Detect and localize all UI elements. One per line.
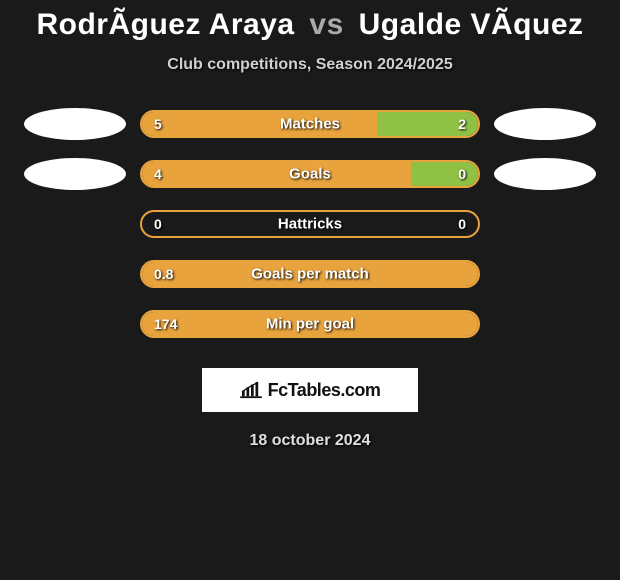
stat-value-left: 174 [154, 316, 177, 332]
stat-bar: Goals per match 0.8 [140, 260, 480, 288]
avatar-spacer [494, 208, 596, 240]
player1-avatar [24, 158, 126, 190]
bar-segment-right [411, 162, 478, 186]
avatar-spacer [494, 258, 596, 290]
vs-text: vs [309, 8, 343, 41]
bar-segment-left [142, 112, 377, 136]
stat-label: Goals [289, 166, 331, 183]
stat-value-right: 2 [458, 116, 466, 132]
stat-row: Min per goal 174 [10, 308, 610, 340]
stat-value-left: 5 [154, 116, 162, 132]
stat-value-right: 0 [458, 216, 466, 232]
player2-name: Ugalde VÃ­quez [359, 8, 584, 41]
stat-value-left: 0.8 [154, 266, 173, 282]
logo-box: FcTables.com [202, 368, 418, 412]
bar-segment-left [142, 162, 411, 186]
stat-value-left: 0 [154, 216, 162, 232]
avatar-spacer [24, 258, 126, 290]
player2-avatar [494, 158, 596, 190]
stat-row: Goals per match 0.8 [10, 258, 610, 290]
stat-bar: Goals 4 0 [140, 160, 480, 188]
stat-bar: Hattricks 0 0 [140, 210, 480, 238]
stat-rows: Matches 5 2 Goals 4 0 Hattricks 0 0 Goals per mat… [0, 108, 620, 340]
player2-avatar [494, 108, 596, 140]
subtitle: Club competitions, Season 2024/2025 [0, 56, 620, 74]
chart-icon [240, 381, 262, 399]
player1-name: RodrÃ­guez Araya [36, 8, 294, 41]
stat-row: Matches 5 2 [10, 108, 610, 140]
date-text: 18 october 2024 [0, 432, 620, 450]
stat-row: Hattricks 0 0 [10, 208, 610, 240]
logo-text: FcTables.com [268, 380, 381, 401]
stat-bar: Min per goal 174 [140, 310, 480, 338]
stat-label: Min per goal [266, 316, 354, 333]
avatar-spacer [494, 308, 596, 340]
stat-label: Matches [280, 116, 340, 133]
avatar-spacer [24, 208, 126, 240]
stat-bar: Matches 5 2 [140, 110, 480, 138]
stat-row: Goals 4 0 [10, 158, 610, 190]
stat-label: Goals per match [251, 266, 369, 283]
stat-label: Hattricks [278, 216, 342, 233]
player1-avatar [24, 108, 126, 140]
avatar-spacer [24, 308, 126, 340]
stat-value-right: 0 [458, 166, 466, 182]
stat-value-left: 4 [154, 166, 162, 182]
comparison-title: RodrÃ­guez Araya vs Ugalde VÃ­quez [0, 8, 620, 42]
